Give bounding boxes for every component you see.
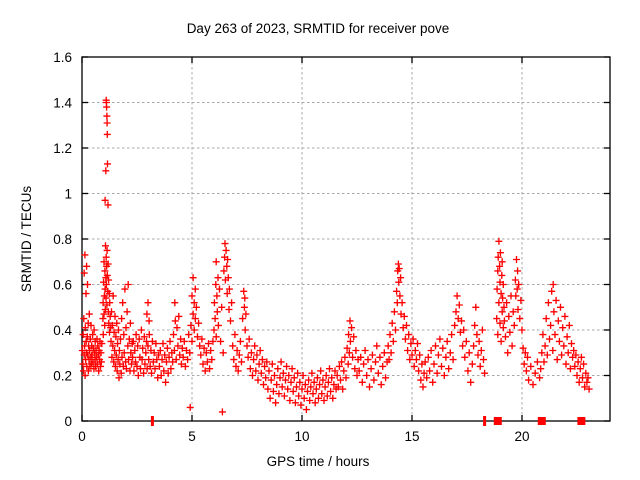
x-tick-label: 10 bbox=[294, 429, 309, 444]
y-tick-label: 1.4 bbox=[53, 96, 72, 111]
x-tick-label: 5 bbox=[188, 429, 196, 444]
axis-marker bbox=[493, 417, 502, 425]
x-tick-label: 0 bbox=[78, 429, 86, 444]
y-tick-label: 1.6 bbox=[53, 50, 72, 65]
y-tick-label: 0.2 bbox=[53, 369, 72, 384]
axis-marker bbox=[577, 417, 586, 425]
y-tick-label: 0 bbox=[64, 414, 72, 429]
y-tick-label: 1 bbox=[64, 187, 72, 202]
plot-area: 0 0.2 0.4 0.6 0.8 1 1.2 1.4 1.6 0 5 10 15 20 bbox=[53, 50, 611, 444]
axis-marker bbox=[537, 417, 546, 425]
y-axis-label: SRMTID / TECUs bbox=[19, 186, 34, 293]
axis-marker bbox=[483, 416, 487, 426]
axis-marker bbox=[150, 416, 154, 426]
x-tick-label: 20 bbox=[514, 429, 529, 444]
chart-title: Day 263 of 2023, SRMTID for receiver pov… bbox=[187, 21, 450, 36]
y-tick-label: 0.8 bbox=[53, 232, 72, 247]
y-tick-label: 0.6 bbox=[53, 278, 72, 293]
x-tick-label: 15 bbox=[404, 429, 419, 444]
x-axis-label: GPS time / hours bbox=[267, 454, 370, 469]
y-tick-label: 1.2 bbox=[53, 141, 72, 156]
y-tick-label: 0.4 bbox=[53, 323, 72, 338]
data-points bbox=[78, 96, 593, 416]
